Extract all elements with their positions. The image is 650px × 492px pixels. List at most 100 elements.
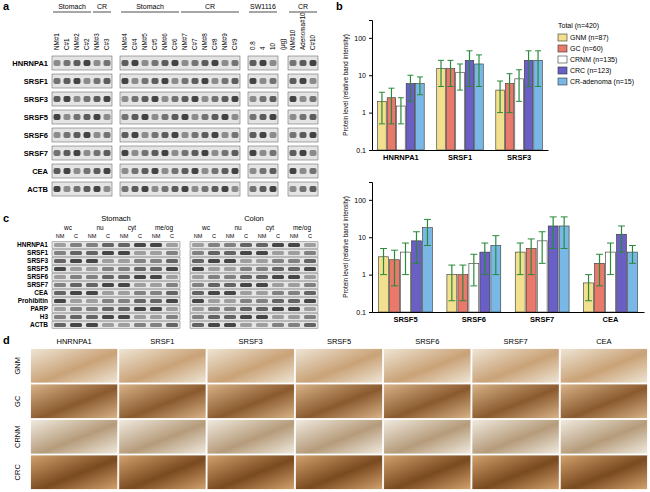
error-bar-cap	[448, 265, 455, 266]
error-bar-cap	[516, 69, 522, 70]
group-rule	[249, 12, 277, 13]
error-bar-cap	[476, 86, 482, 87]
error-bar	[561, 217, 568, 249]
ihc-image	[384, 420, 471, 455]
blot-band	[260, 132, 267, 138]
blot-band	[70, 259, 82, 263]
ihc-image	[472, 420, 559, 455]
error-bar-stem	[518, 70, 519, 102]
lane-label: C#3	[103, 38, 110, 50]
x-tick: CEA	[603, 315, 619, 324]
error-bar-cap	[380, 248, 387, 249]
blot-band	[102, 291, 114, 295]
blot-band	[304, 315, 316, 319]
y-tick-label: 1	[362, 109, 366, 116]
error-bar-stem	[564, 217, 565, 249]
legend-title: Total (n=420)	[558, 22, 599, 30]
blot-band	[272, 307, 284, 311]
error-bar-stem	[462, 265, 463, 301]
error-bar	[476, 55, 482, 87]
lane-label: C	[170, 233, 174, 239]
blot-strip	[288, 164, 318, 178]
blot-strip	[190, 250, 318, 256]
ihc-image	[31, 455, 118, 490]
blot-band	[122, 168, 129, 174]
error-bar-cap	[497, 81, 503, 82]
error-bar	[481, 243, 488, 275]
error-bar-cap	[481, 274, 488, 275]
fraction-labels: StomachwcNMCnuNMCcytNMCme/ogNMCColonwcNM…	[17, 214, 312, 328]
error-bar-cap	[457, 90, 463, 91]
blot-band	[134, 323, 146, 327]
blot-band	[256, 291, 268, 295]
blot-band	[182, 96, 189, 102]
blot-band	[202, 132, 209, 138]
ihc-image	[472, 384, 559, 419]
y-tick-label: 0.1	[356, 147, 366, 154]
blot-band	[118, 251, 130, 255]
blot-band	[152, 150, 159, 156]
lane-label: 10	[269, 42, 276, 50]
blot-band	[192, 96, 199, 102]
blot-band	[290, 168, 297, 174]
blot-band	[304, 259, 316, 263]
blot-band	[240, 323, 252, 327]
blot-band	[122, 150, 129, 156]
blot-band	[74, 168, 81, 174]
blot-band	[232, 78, 239, 84]
blot-band	[300, 78, 307, 84]
blot-band	[224, 299, 236, 303]
group-header: CR	[97, 3, 107, 10]
blot-strip	[120, 110, 240, 124]
error-bar	[459, 265, 466, 301]
blot-band	[150, 299, 162, 303]
lane-label: C	[276, 233, 280, 239]
lane-label: C	[308, 233, 312, 239]
y-tick-mark	[369, 113, 372, 114]
blot-band	[240, 315, 252, 319]
row-header: GNM	[13, 357, 22, 375]
error-bar	[497, 81, 503, 113]
blot-band	[222, 78, 229, 84]
blot-band	[74, 60, 81, 66]
blot-band	[74, 96, 81, 102]
blot-band	[250, 168, 257, 174]
y-tick: 1	[362, 109, 372, 116]
x-tick: SRSF6	[462, 315, 486, 324]
blot-band	[304, 267, 316, 271]
lane-label: C#7	[191, 38, 198, 50]
blot-band	[250, 150, 257, 156]
blot-band	[102, 275, 114, 279]
blot-band	[104, 60, 111, 66]
blot-band	[260, 60, 267, 66]
blot-band	[202, 186, 209, 192]
error-bar-stem	[588, 275, 589, 301]
error-bar	[492, 236, 499, 275]
blot-band	[142, 168, 149, 174]
blot-strip	[52, 128, 112, 142]
blot-band	[84, 60, 91, 66]
lane-label: NM#4	[121, 33, 128, 50]
error-bar-cap	[424, 219, 431, 220]
blot-band	[192, 150, 199, 156]
blot-strip	[288, 128, 318, 142]
blot-band	[202, 114, 209, 120]
blot-band	[288, 267, 300, 271]
blot-band	[104, 114, 111, 120]
x-axis-line	[373, 150, 549, 151]
blot-band	[288, 323, 300, 327]
error-bar	[417, 77, 423, 95]
blot-band	[288, 307, 300, 311]
blot-band	[54, 114, 61, 120]
row-label: SRSF6	[27, 273, 48, 280]
blot-band	[54, 283, 66, 287]
blot-band	[102, 307, 114, 311]
blot-band	[54, 299, 66, 303]
blot-band	[300, 186, 307, 192]
row-label: SRSF5	[24, 113, 48, 122]
blot-backgrounds	[52, 56, 318, 196]
blot-band	[304, 307, 316, 311]
error-bar-cap	[492, 274, 499, 275]
error-bar-stem	[469, 51, 470, 87]
blot-strip	[52, 110, 112, 124]
